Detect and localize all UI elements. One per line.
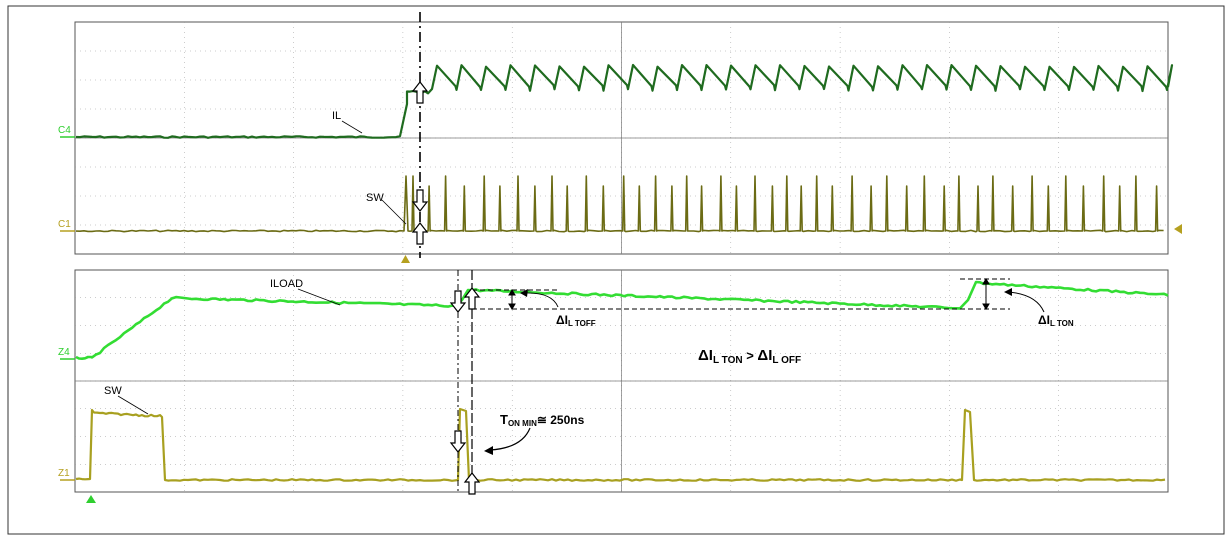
bottom-cursor-down-arrow-1 (449, 290, 467, 313)
delta-toff-label: ΔIL TOFF (556, 313, 596, 328)
il-callout-line (341, 120, 363, 134)
top-panel-grid (75, 22, 1168, 254)
ton-callout-arrow (1007, 291, 1045, 313)
top-level-marker (1174, 224, 1182, 234)
z1-channel-label: Z1 (58, 468, 70, 479)
ton-min-label: TON MIN≅ 250ns (500, 412, 585, 428)
c4-channel-label: C4 (58, 125, 71, 136)
bottom-cursor-down-arrow-2 (449, 430, 467, 453)
ton-min-callout-arrow (489, 427, 531, 451)
bottom-cursor-up-arrow-1 (463, 287, 481, 310)
top-cursor-up-arrow-1 (411, 81, 429, 104)
iload-callout-line (297, 288, 341, 306)
top-cursor-down-arrow (411, 189, 429, 212)
ton-callout-arrowhead (1004, 288, 1012, 296)
ton-delta-arrow (982, 278, 990, 310)
delta-ton-label: ΔIL TON (1038, 313, 1074, 328)
top-cursor-up-arrow-2 (411, 222, 429, 245)
delta-relation-label: ΔIL TON > ΔIL OFF (698, 347, 801, 366)
sw-top-callout-line (381, 199, 407, 225)
iload-label: ILOAD (270, 278, 303, 290)
toff-callout-arrow (523, 292, 559, 308)
toff-callout-arrowhead (520, 289, 528, 297)
bottom-trigger-marker (86, 495, 96, 503)
sw-bottom-label: SW (104, 385, 122, 397)
sw-top-label: SW (366, 192, 384, 204)
c1-channel-label: C1 (58, 219, 71, 230)
z4-channel-label: Z4 (58, 347, 70, 358)
sw-top-trace (75, 175, 1164, 233)
il-trace (75, 63, 1174, 139)
toff-delta-arrow (508, 289, 516, 310)
top-trigger-marker (401, 255, 410, 263)
ton-min-callout-arrowhead (484, 446, 493, 455)
il-label: IL (332, 110, 341, 122)
sw-bottom-trace (75, 407, 1166, 482)
bottom-cursor-up-arrow-2 (463, 472, 481, 495)
sw-bottom-callout-line (117, 395, 149, 415)
